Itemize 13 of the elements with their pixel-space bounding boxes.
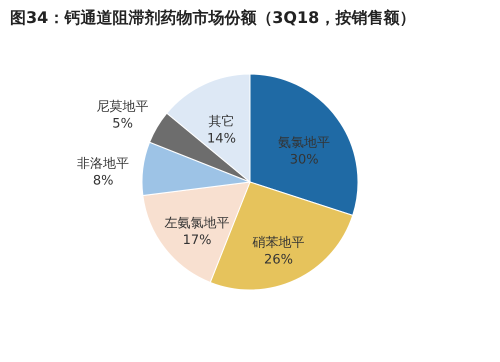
slice-label: 其它	[208, 113, 234, 130]
data-label: 8%	[92, 173, 114, 188]
slice-label: 左氨氯地平	[164, 216, 230, 232]
chart-title: 图34：钙通道阻滞剂药物市场份额（3Q18，按销售额）	[10, 8, 416, 27]
slice-label: 氨氯地平	[278, 136, 330, 151]
slice-label: 硝苯地平	[252, 236, 305, 251]
slice-label: 非洛地平	[77, 156, 130, 172]
data-label: 26%	[264, 252, 293, 268]
data-label: 17%	[182, 233, 212, 248]
slice-label: 尼莫地平	[96, 100, 149, 115]
data-label: 14%	[207, 131, 236, 146]
data-label: 30%	[290, 152, 319, 168]
data-label: 5%	[112, 116, 133, 132]
